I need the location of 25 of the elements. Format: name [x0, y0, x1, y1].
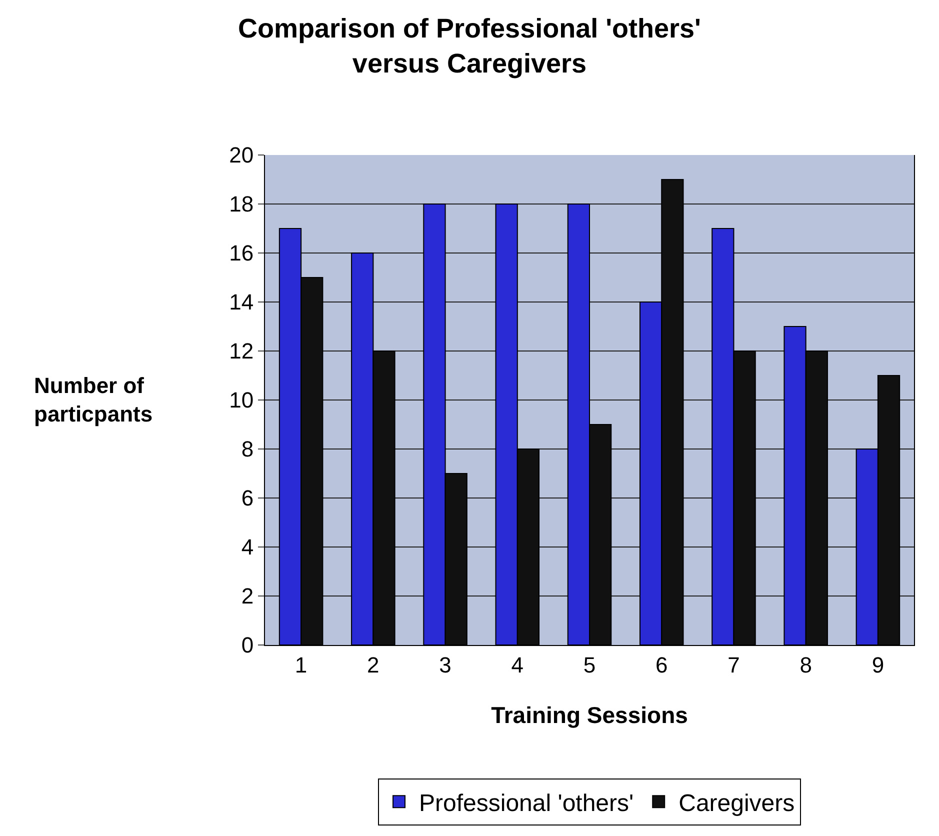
y-tick-label: 14 — [229, 290, 254, 315]
x-tick-label: 3 — [439, 652, 452, 678]
legend-label: Professional 'others' — [419, 790, 634, 818]
x-tick-label: 7 — [728, 652, 740, 678]
y-tick-label: 2 — [241, 584, 254, 609]
x-tick-label: 4 — [511, 652, 524, 678]
chart-title: Comparison of Professional 'others' versus Caregivers — [238, 14, 701, 79]
y-tick-label: 16 — [229, 240, 254, 266]
x-tick-label: 9 — [872, 652, 884, 678]
x-tick-label: 8 — [800, 652, 812, 678]
x-axis-title: Training Sessions — [491, 702, 688, 728]
x-tick-label: 2 — [367, 652, 380, 678]
y-tick-label: 20 — [229, 142, 254, 168]
y-tick-label: 18 — [229, 192, 254, 217]
y-tick-label: 4 — [241, 534, 254, 560]
y-tick-label: 0 — [241, 632, 254, 658]
x-tick-label: 6 — [655, 652, 668, 678]
y-tick-label: 12 — [229, 338, 254, 364]
y-axis-title: Number of particpants — [34, 373, 153, 427]
x-tick-label: 1 — [294, 652, 308, 678]
y-tick-label: 10 — [229, 388, 254, 413]
legend-label: Caregivers — [678, 790, 795, 818]
y-tick-label: 6 — [241, 486, 254, 511]
x-tick-label: 5 — [583, 652, 596, 678]
y-tick-label: 8 — [241, 436, 254, 462]
